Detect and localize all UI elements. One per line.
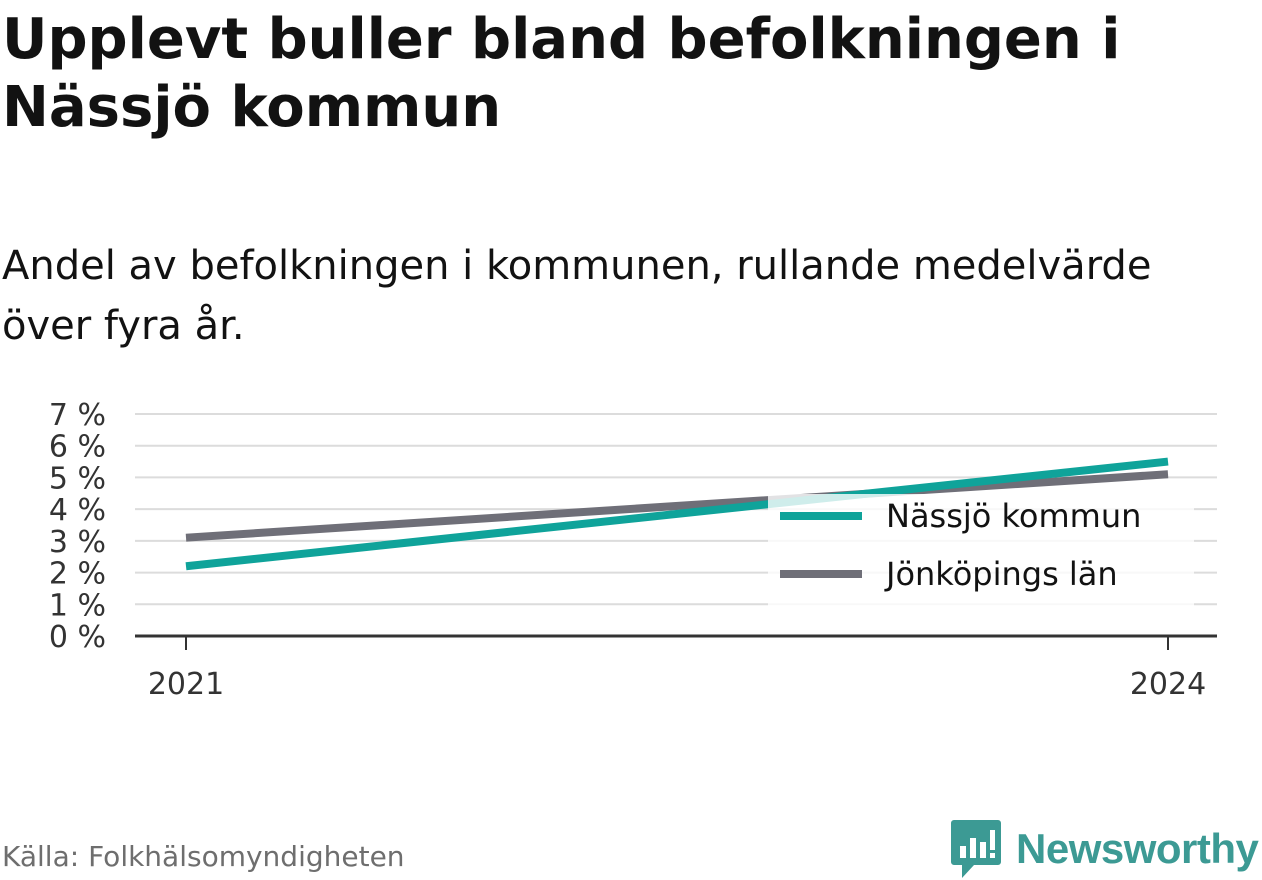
legend: Nässjö kommun Jönköpings län — [768, 494, 1194, 606]
line-chart: 0 %1 %2 %3 %4 %5 %6 %7 % Nässjö kommun Jö… — [0, 390, 1262, 720]
legend-label: Jönköpings län — [884, 555, 1118, 593]
newsworthy-logo-icon — [950, 818, 1002, 880]
y-tick-label: 6 % — [49, 430, 106, 465]
y-tick-label: 5 % — [49, 461, 106, 496]
source-note: Källa: Folkhälsomyndigheten — [2, 840, 405, 873]
x-tick-label: 2024 — [1130, 667, 1206, 702]
y-tick-label: 4 % — [49, 493, 106, 528]
x-axis-ticks: 2021 2024 — [148, 636, 1206, 702]
newsworthy-logo: Newsworthy — [950, 818, 1258, 880]
chart-subtitle: Andel av befolkningen i kommunen, rullan… — [2, 236, 1252, 356]
x-tick-label: 2021 — [148, 667, 224, 702]
newsworthy-logo-text: Newsworthy — [1016, 825, 1258, 873]
y-tick-label: 3 % — [49, 525, 106, 560]
chart-title: Upplevt buller bland befolkningen i Näss… — [2, 6, 1252, 142]
y-axis-ticks: 0 %1 %2 %3 %4 %5 %6 %7 % — [49, 398, 106, 655]
legend-label: Nässjö kommun — [886, 497, 1141, 535]
y-tick-label: 0 % — [49, 620, 106, 655]
y-tick-label: 1 % — [49, 588, 106, 623]
y-tick-label: 2 % — [49, 557, 106, 592]
y-tick-label: 7 % — [49, 398, 106, 433]
